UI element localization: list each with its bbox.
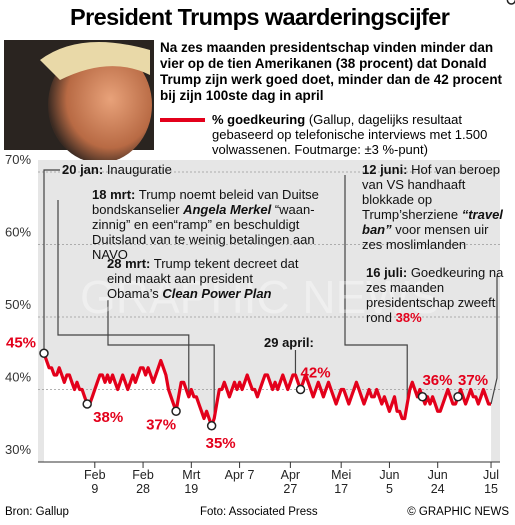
annotation-text: Inauguratie [106, 162, 172, 177]
y-tick-label: 40% [5, 370, 31, 385]
legend-note: (Gallup, dagelijks resultaat gebaseerd o… [212, 112, 488, 157]
annotation: 18 mrt: Trump noemt beleid van Duitse bo… [92, 187, 324, 262]
annotation: 16 juli: Goedkeuring na zes maanden pres… [366, 265, 506, 325]
annotation: 28 mrt: Trump tekent decreet dat eind ma… [107, 256, 307, 301]
title: President Trumps waarderingscijfer [70, 4, 450, 30]
x-tick-label: Feb 28 [132, 468, 154, 496]
copyright: © GRAPHIC NEWS [407, 506, 509, 518]
watermark: GRAPHIC NEWS [80, 271, 441, 323]
value-label: 36% [422, 372, 452, 389]
value-label: 35% [206, 435, 236, 452]
point [171, 406, 181, 416]
point [417, 392, 428, 402]
annotation-text: Clean Power Plan [162, 286, 272, 301]
y-tick-label: 70% [5, 152, 31, 167]
annotation-text: Goedkeuring na zes maanden presidentscha… [366, 265, 504, 325]
point [295, 384, 306, 395]
annotation-date: 20 jan: [62, 162, 104, 177]
point [206, 421, 217, 431]
y-tick-label: 50% [5, 297, 31, 312]
x-tick-label: Apr 7 [224, 468, 255, 482]
connector [490, 276, 498, 405]
point [82, 399, 92, 409]
annotation: 20 jan: Inauguratie [62, 162, 262, 177]
value-label: 42% [301, 365, 331, 382]
value-label: 38% [93, 409, 123, 426]
legend-label: % goedkeuring [212, 112, 306, 127]
point [453, 392, 463, 402]
connector [344, 175, 408, 404]
annotation-text: Hof van beroep van VS handhaaft blokkade… [362, 162, 501, 222]
annotation-date: 18 mrt: [92, 187, 136, 202]
annotation-text: Angela Merkel [183, 202, 272, 217]
annotation-text: 38% [395, 310, 422, 325]
connector [43, 169, 60, 354]
legend: % goedkeuring (Gallup, dagelijks resulta… [212, 112, 512, 157]
value-label: 45% [6, 334, 36, 351]
x-tick-label: Jun 24 [427, 468, 448, 496]
intro: Na zes maanden presidentschap vinden min… [160, 40, 503, 103]
x-tick-label: Jul 15 [483, 468, 500, 496]
connector [107, 300, 215, 419]
annotation-text: “travel ban” [362, 207, 503, 237]
annotation-date: 12 juni: [362, 162, 408, 177]
point [39, 348, 49, 358]
value-label: 38% [511, 0, 515, 4]
y-tick-label: 60% [5, 225, 31, 240]
area-under-line [44, 353, 492, 462]
photo-face [48, 47, 152, 163]
annotation-text: voor mensen uir zes moslimlanden [362, 222, 489, 252]
annotation: 29 april: [264, 335, 344, 350]
x-tick-label: Feb 9 [84, 468, 106, 496]
connector [57, 200, 190, 397]
annotation-text: Trump tekent decreet dat eind maakt aan … [107, 256, 299, 301]
value-label: 37% [458, 372, 488, 389]
photo-hair [40, 42, 150, 80]
x-tick-label: Jun 5 [379, 468, 400, 496]
annotation-date: 29 april: [264, 335, 314, 350]
line [42, 352, 491, 428]
annotation-date: 28 mrt: [107, 256, 151, 271]
x-tick-label: Apr 27 [280, 468, 301, 496]
x-tick-label: Mrt 19 [182, 468, 201, 496]
annotation-text: “waan-zinnig” en een“ramp” en beschuldig… [92, 202, 315, 262]
annotation-date: 16 juli: [366, 265, 408, 280]
value-label: 37% [146, 416, 176, 433]
x-tick-label: Mei 17 [331, 468, 352, 496]
photo-credit: Foto: Associated Press [200, 506, 318, 518]
source: Bron: Gallup [5, 506, 69, 518]
point [506, 0, 515, 5]
annotation-text: Trump noemt beleid van Duitse bondskanse… [92, 187, 319, 217]
annotation: 12 juni: Hof van beroep van VS handhaaft… [362, 162, 510, 252]
y-tick-label: 30% [5, 442, 31, 457]
